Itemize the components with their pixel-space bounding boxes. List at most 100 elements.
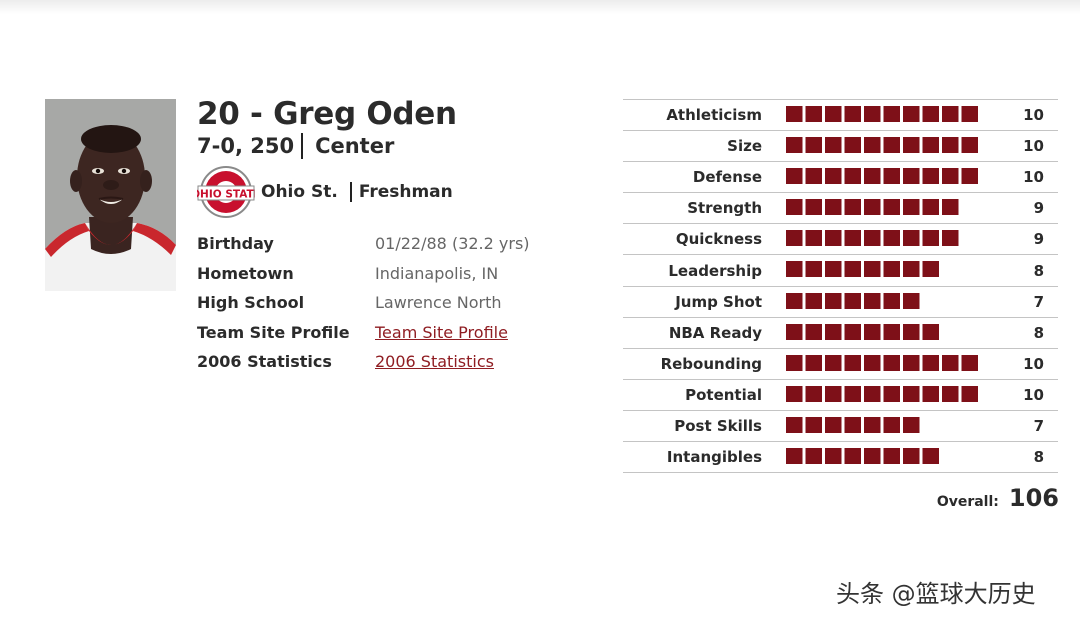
info-value: Indianapolis, IN xyxy=(375,263,499,283)
rating-segment xyxy=(903,199,920,216)
rating-value: 9 xyxy=(1033,230,1044,249)
rating-row: Potential 10 xyxy=(623,380,1058,411)
rating-label: Potential xyxy=(685,385,762,404)
rating-segment xyxy=(922,230,939,247)
rating-segment xyxy=(825,137,842,154)
rating-segment xyxy=(883,385,900,402)
rating-segment xyxy=(903,323,920,340)
rating-segment xyxy=(922,385,939,402)
info-row: Hometown Indianapolis, IN xyxy=(197,259,530,289)
rating-segment xyxy=(883,230,900,247)
rating-segment xyxy=(903,106,920,122)
rating-value: 8 xyxy=(1033,323,1044,342)
rating-row: Post Skills 7 xyxy=(623,411,1058,443)
rating-segment xyxy=(942,168,959,185)
rating-segment xyxy=(961,354,978,371)
rating-segment xyxy=(922,199,939,216)
info-label: Hometown xyxy=(197,263,294,283)
rating-bar xyxy=(786,106,978,122)
rating-label: Jump Shot xyxy=(675,292,762,311)
rating-segment xyxy=(805,323,822,340)
overall-value: 106 xyxy=(1008,484,1059,512)
rating-segment xyxy=(903,230,920,247)
rating-segment xyxy=(786,323,803,340)
rating-segment xyxy=(786,448,803,465)
player-year: Freshman xyxy=(358,182,453,202)
info-value: 01/22/88 (32.2 yrs) xyxy=(375,234,530,254)
rating-label: Size xyxy=(727,137,762,156)
rating-value: 10 xyxy=(1023,385,1044,404)
rating-segment xyxy=(844,448,861,465)
top-shadow xyxy=(0,0,1080,14)
rating-segment xyxy=(883,106,900,122)
rating-bar xyxy=(786,354,978,371)
rating-segment xyxy=(786,106,803,122)
rating-bar xyxy=(786,137,978,154)
info-link[interactable]: 2006 Statistics xyxy=(375,352,494,372)
rating-segment xyxy=(805,354,822,371)
rating-segment xyxy=(961,385,978,402)
rating-bar xyxy=(786,448,978,465)
rating-segment xyxy=(864,448,881,465)
rating-segment xyxy=(903,261,920,278)
rating-value: 8 xyxy=(1033,448,1044,467)
rating-segment xyxy=(786,292,803,309)
rating-segment xyxy=(942,199,959,216)
rating-segment xyxy=(805,137,822,154)
rating-segment xyxy=(805,106,822,122)
rating-segment xyxy=(786,385,803,402)
rating-segment xyxy=(864,261,881,278)
rating-row: Quickness 9 xyxy=(623,224,1058,256)
rating-segment xyxy=(844,261,861,278)
rating-value: 10 xyxy=(1023,354,1044,373)
rating-segment xyxy=(864,354,881,371)
rating-segment xyxy=(844,292,861,309)
rating-segment xyxy=(883,416,900,433)
info-row: Birthday 01/22/88 (32.2 yrs) xyxy=(197,229,530,259)
rating-segment xyxy=(903,385,920,402)
player-size-position: 7-0, 250 Center xyxy=(197,133,394,159)
school-row: OHIO STATE Ohio St. Freshman xyxy=(191,166,453,218)
rating-bar xyxy=(786,230,978,247)
rating-segment xyxy=(942,385,959,402)
rating-label: Rebounding xyxy=(660,354,762,373)
rating-segment xyxy=(903,448,920,465)
player-position: Center xyxy=(315,134,395,158)
rating-segment xyxy=(922,137,939,154)
rating-segment xyxy=(844,199,861,216)
rating-segment xyxy=(864,168,881,185)
rating-segment xyxy=(864,323,881,340)
rating-segment xyxy=(942,230,959,247)
rating-segment xyxy=(903,416,920,433)
rating-bar xyxy=(786,261,978,278)
rating-segment xyxy=(844,354,861,371)
rating-segment xyxy=(844,168,861,185)
info-row: Team Site Profile Team Site Profile xyxy=(197,318,530,348)
rating-value: 7 xyxy=(1033,416,1044,435)
rating-bar xyxy=(786,385,978,402)
info-link[interactable]: Team Site Profile xyxy=(375,322,508,342)
rating-segment xyxy=(825,199,842,216)
rating-segment xyxy=(786,137,803,154)
rating-segment xyxy=(825,448,842,465)
rating-row: Athleticism 10 xyxy=(623,100,1058,132)
rating-segment xyxy=(864,199,881,216)
rating-bar xyxy=(786,168,978,185)
rating-segment xyxy=(805,448,822,465)
ohio-state-logo-icon: OHIO STATE xyxy=(191,166,261,218)
rating-label: Quickness xyxy=(675,230,762,249)
rating-value: 8 xyxy=(1033,261,1044,280)
rating-segment xyxy=(903,354,920,371)
rating-segment xyxy=(922,168,939,185)
rating-bar xyxy=(786,292,978,309)
rating-segment xyxy=(825,416,842,433)
rating-segment xyxy=(864,106,881,122)
rating-bar xyxy=(786,199,978,216)
rating-segment xyxy=(883,323,900,340)
rating-label: Intangibles xyxy=(666,448,762,467)
rating-segment xyxy=(883,261,900,278)
rating-segment xyxy=(825,385,842,402)
rating-segment xyxy=(825,323,842,340)
rating-segment xyxy=(805,416,822,433)
rating-segment xyxy=(903,137,920,154)
